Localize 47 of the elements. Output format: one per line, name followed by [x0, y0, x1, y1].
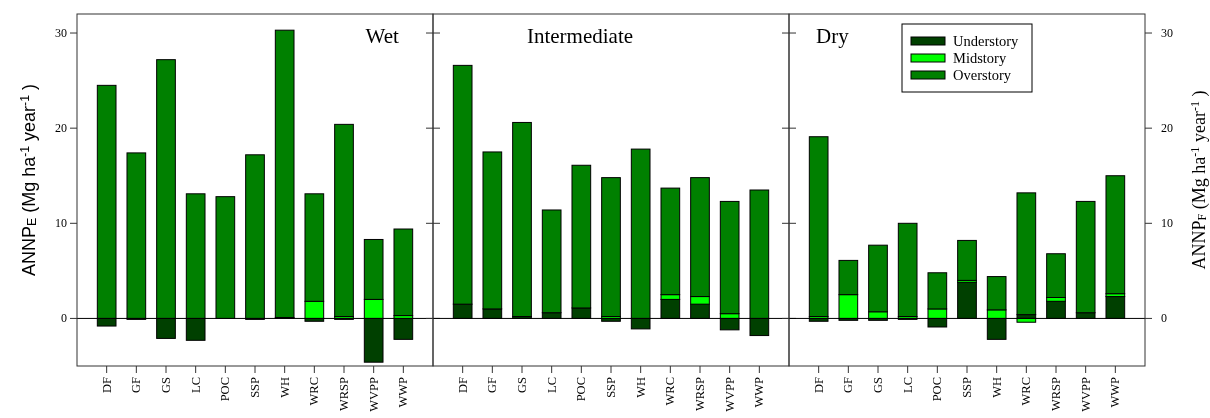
x-tick-label: WH [989, 377, 1004, 398]
x-tick-label: WRSP [337, 376, 351, 412]
y-tick-label: 20 [55, 121, 67, 136]
text: Intermediate [526, 24, 634, 48]
x-tick-label: POC [574, 377, 589, 402]
text: Wet [365, 24, 399, 48]
y-tick-label: 0 [61, 311, 67, 326]
x-tick-label: WRC [307, 377, 322, 406]
x-tick-label: DF [811, 376, 826, 393]
x-tick-label: WVPP [722, 376, 737, 412]
x-tick-label: SSP [248, 376, 262, 398]
legend-label: Understory [953, 33, 1019, 49]
x-tick-label: GF [841, 376, 856, 393]
x-tick-label: LC [188, 377, 203, 393]
legend-label: Overstory [953, 67, 1012, 83]
x-tick-label: DF [99, 376, 114, 393]
x-tick-label: GF [129, 376, 144, 393]
x-tick-label: GS [159, 376, 173, 393]
x-tick-label: SSP [960, 376, 974, 398]
y2-tick-label: 0 [1161, 311, 1167, 326]
x-tick-label: SSP [604, 376, 618, 398]
x-tick-label: WVPP [366, 376, 381, 412]
x-tick-label: WWP [1108, 376, 1123, 408]
x-tick-label: POC [218, 377, 233, 402]
x-tick-label: POC [930, 377, 945, 402]
y-tick-label: 30 [55, 26, 67, 41]
x-tick-label: WRSP [693, 376, 707, 412]
legend-label: Midstory [953, 50, 1007, 66]
x-tick-label: WVPP [1078, 376, 1093, 412]
text: Dry [816, 24, 850, 48]
x-tick-label: WH [633, 377, 648, 398]
x-tick-label: GS [515, 376, 529, 393]
x-tick-label: WRC [663, 377, 678, 406]
x-tick-label: GS [871, 376, 885, 393]
x-tick-label: DF [455, 376, 470, 393]
y2-tick-label: 20 [1161, 121, 1173, 136]
x-tick-label: WRC [1019, 377, 1034, 406]
x-tick-label: LC [900, 377, 915, 393]
x-tick-label: WWP [752, 376, 767, 408]
y2-tick-label: 30 [1161, 26, 1173, 41]
x-tick-label: WH [277, 377, 292, 398]
y2-tick-label: 10 [1161, 216, 1173, 231]
x-tick-label: LC [544, 377, 559, 393]
x-tick-label: WWP [396, 376, 411, 408]
x-tick-label: GF [485, 376, 500, 393]
x-tick-label: WRSP [1049, 376, 1063, 412]
y-tick-label: 10 [55, 216, 67, 231]
